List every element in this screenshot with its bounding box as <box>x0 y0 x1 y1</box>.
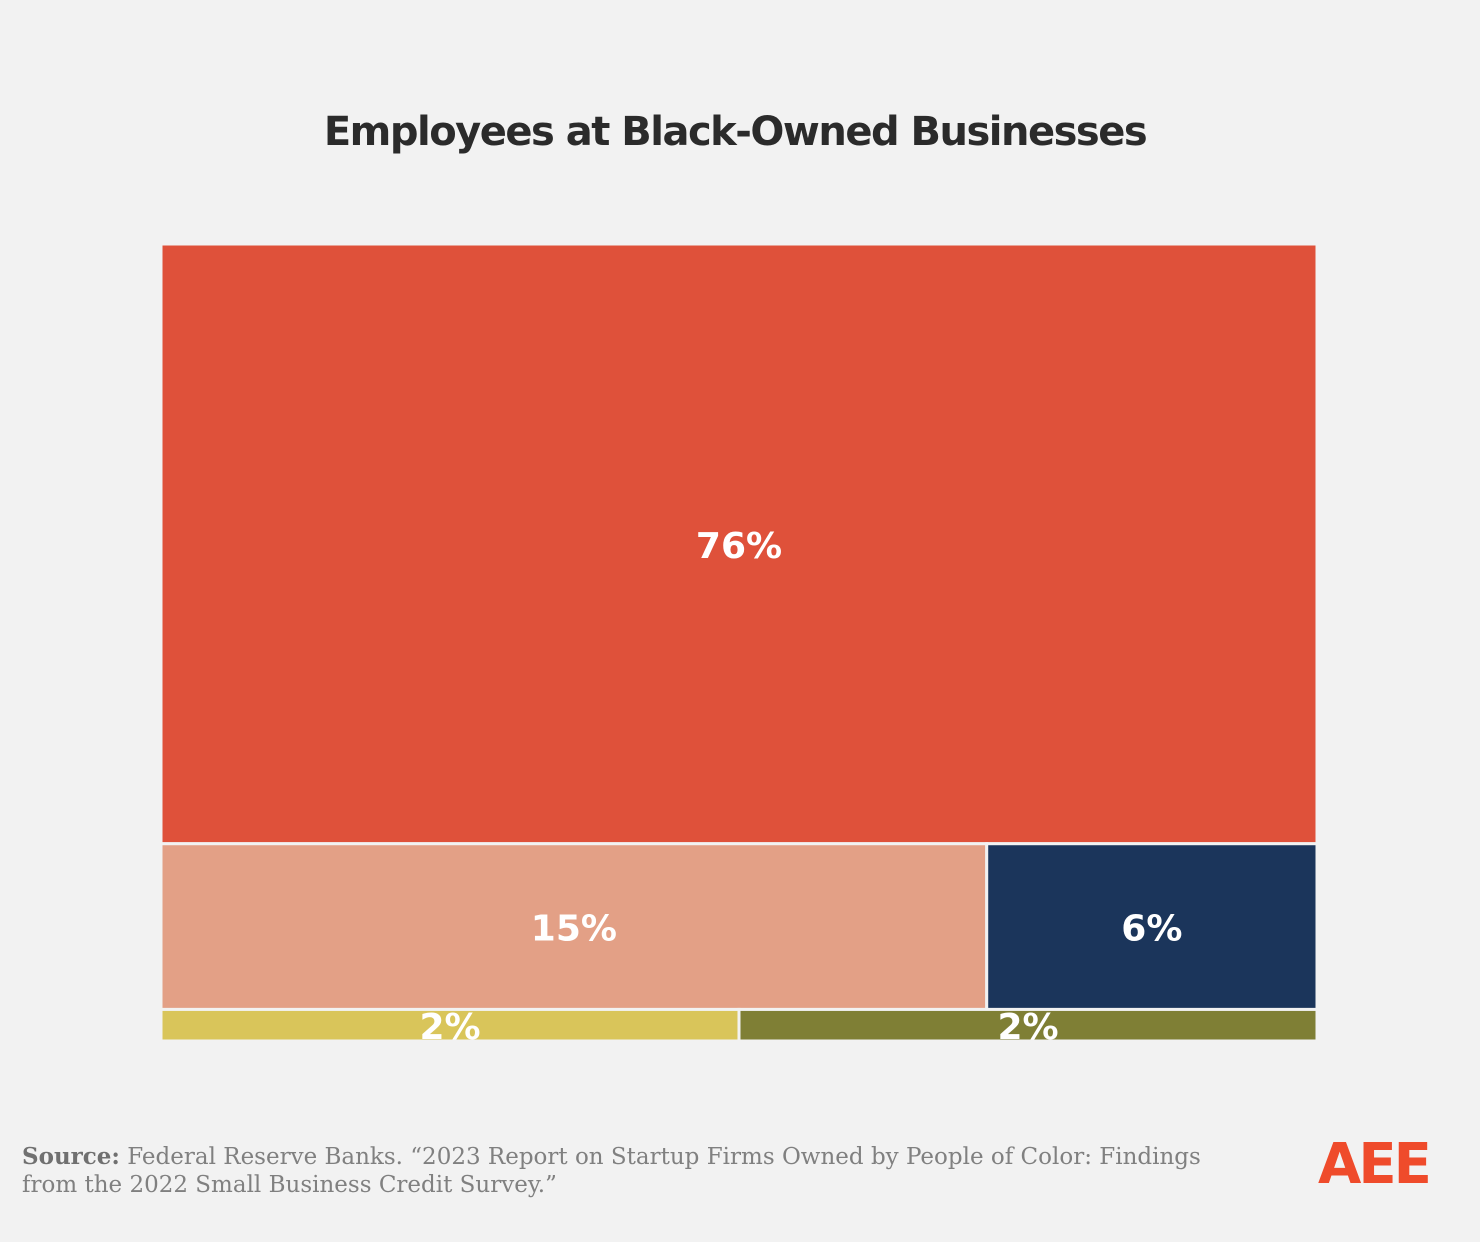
value-label: 76% <box>696 526 782 567</box>
value-label: 15% <box>531 909 617 950</box>
treemap-cell <box>737 1007 1319 1043</box>
source-note: Source: Federal Reserve Banks. “2023 Rep… <box>22 1143 1202 1199</box>
logo: AEE <box>1318 1132 1432 1197</box>
treemap-cell <box>159 842 989 1011</box>
value-label: 6% <box>1121 909 1182 950</box>
treemap-cell <box>985 842 1319 1011</box>
treemap-cell <box>159 242 1319 846</box>
value-label: 2% <box>419 1007 480 1048</box>
value-label: 2% <box>997 1007 1058 1048</box>
chart-title: Employees at Black-Owned Businesses <box>324 109 1146 155</box>
source-label: Source: <box>22 1143 120 1170</box>
source-text: Federal Reserve Banks. “2023 Report on S… <box>22 1144 1201 1198</box>
